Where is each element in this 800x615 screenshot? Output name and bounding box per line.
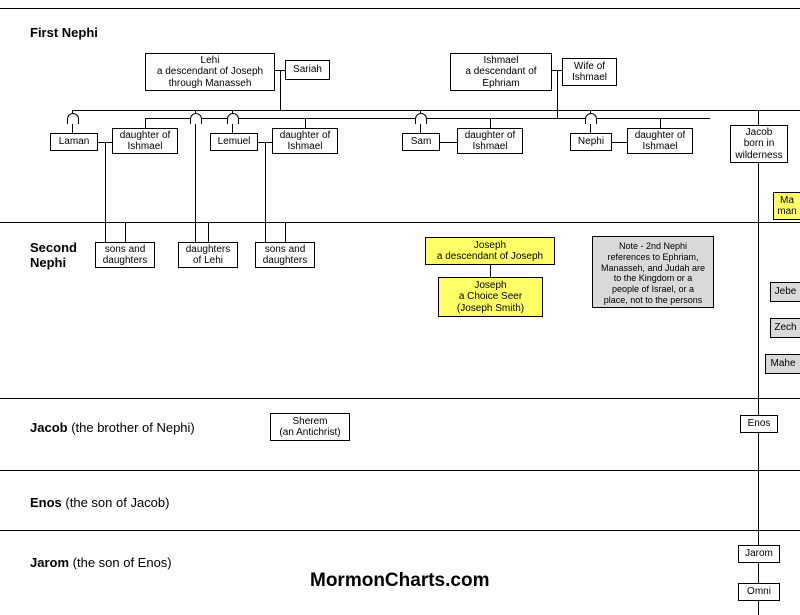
node-zech-cutoff: Zech [770, 318, 800, 338]
j2h [195, 222, 208, 223]
node-sariah: Sariah [285, 60, 330, 80]
brand-text: MormonCharts.com [310, 570, 489, 592]
genealogy-chart: First Nephi Second Nephi Jacob (the brot… [0, 0, 800, 615]
node-daughters-lehi: daughters of Lehi [178, 242, 238, 268]
node-sam: Sam [402, 133, 440, 151]
node-enos: Enos [740, 415, 778, 433]
omni-down [758, 601, 759, 615]
drop-laman-kids [105, 142, 106, 242]
c1 [125, 222, 126, 242]
section-title-jacob: Jacob (the brother of Nephi) [30, 420, 195, 435]
node-daughter-ish-1: daughter of Ishmael [112, 128, 178, 154]
section-title-second-nephi: Second Nephi [30, 240, 90, 270]
conn-sam [440, 142, 457, 143]
arc-3 [227, 113, 239, 124]
node-maher-cutoff: Mahe [765, 354, 800, 374]
node-jarom: Jarom [738, 545, 780, 563]
section-divider-2 [0, 398, 800, 399]
node-laman: Laman [50, 133, 98, 151]
arc-2 [190, 113, 202, 124]
node-sons-daughters-2: sons and daughters [255, 242, 315, 268]
section-divider-4 [0, 530, 800, 531]
j3h [265, 222, 285, 223]
node-wife-ishmael: Wife of Ishmael [562, 58, 617, 86]
drop-jacob-w [758, 110, 759, 125]
node-sons-daughters-1: sons and daughters [95, 242, 155, 268]
jacob-lineage-line-2 [758, 433, 759, 545]
section-title-enos: Enos (the son of Jacob) [30, 495, 169, 510]
node-jeber-cutoff: Jebe [770, 282, 800, 302]
jacob-lineage-line-1 [758, 163, 759, 413]
node-joseph-choice-seer: Joseph a Choice Seer (Joseph Smith) [438, 277, 543, 317]
arc-1 [67, 113, 79, 124]
bus-lehi-children [72, 110, 800, 111]
node-daughter-ish-3: daughter of Ishmael [457, 128, 523, 154]
node-joseph-descendant: Joseph a descendant of Joseph [425, 237, 555, 265]
j1h [105, 222, 125, 223]
section-title-first-nephi: First Nephi [30, 25, 98, 40]
node-nephi: Nephi [570, 133, 612, 151]
drop-dish2 [305, 118, 306, 128]
node-daughter-ish-4: daughter of Ishmael [627, 128, 693, 154]
arc-4 [415, 113, 427, 124]
drop-dish1 [145, 118, 146, 128]
c3 [285, 222, 286, 242]
node-daughter-ish-2: daughter of Ishmael [272, 128, 338, 154]
drop-lehi [280, 70, 281, 110]
jarom-omni-line [758, 563, 759, 583]
ish-bus-join [557, 110, 558, 118]
node-lehi: Lehi a descendant of Joseph through Mana… [145, 53, 275, 91]
conn-joseph [490, 265, 491, 277]
conn-nephi [612, 142, 627, 143]
node-jacob-wilderness: Jacob born in wilderness [730, 125, 788, 163]
c2 [208, 222, 209, 242]
section-divider-3 [0, 470, 800, 471]
en-t [758, 413, 759, 415]
drop-lemuel-kids [265, 142, 266, 242]
node-many-cutoff: Ma man [773, 192, 800, 220]
arc-5 [585, 113, 597, 124]
node-ishmael: Ishmael a descendant of Ephriam [450, 53, 552, 91]
border-top [0, 8, 800, 9]
node-lemuel: Lemuel [210, 133, 258, 151]
section-title-jarom: Jarom (the son of Enos) [30, 555, 172, 570]
drop-ish [557, 70, 558, 110]
node-sherem: Sherem (an Antichrist) [270, 413, 350, 441]
node-omni: Omni [738, 583, 780, 601]
drop-dish4 [660, 118, 661, 128]
note-2nd-nephi: Note - 2nd Nephi references to Ephriam, … [592, 236, 714, 308]
drop-dish3 [490, 118, 491, 128]
